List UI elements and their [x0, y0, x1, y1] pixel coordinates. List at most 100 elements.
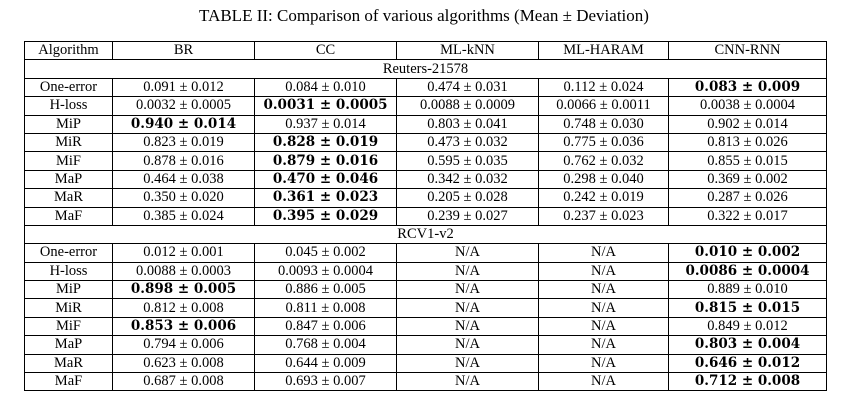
- table-cell: 0.828 ± 0.019: [254, 132, 397, 153]
- table-cell: 0.775 ± 0.036: [538, 132, 669, 153]
- metric-label: MaR: [24, 353, 113, 374]
- table-cell: N/A: [538, 243, 669, 263]
- table-cell: N/A: [396, 261, 539, 282]
- table-cell: N/A: [396, 353, 539, 374]
- table-cell: 0.803 ± 0.041: [396, 114, 539, 134]
- table-cell: 0.287 ± 0.026: [668, 188, 827, 208]
- table-cell: 0.937 ± 0.014: [254, 114, 397, 134]
- table-cell: 0.0031 ± 0.0005: [254, 96, 397, 116]
- table-cell: 0.811 ± 0.008: [254, 298, 397, 318]
- table-cell: N/A: [538, 353, 669, 374]
- table-cell: 0.470 ± 0.046: [254, 169, 397, 190]
- metric-label: MaP: [24, 169, 113, 190]
- metric-label: MaR: [24, 188, 113, 208]
- table-cell: 0.395 ± 0.029: [254, 206, 397, 226]
- table-cell: 0.815 ± 0.015: [668, 298, 827, 318]
- table-cell: N/A: [396, 298, 539, 318]
- table-cell: 0.879 ± 0.016: [254, 151, 397, 171]
- table-cell: 0.237 ± 0.023: [538, 206, 669, 226]
- table-cell: 0.853 ± 0.006: [112, 316, 255, 337]
- table-cell: 0.242 ± 0.019: [538, 188, 669, 208]
- table-cell: 0.623 ± 0.008: [112, 353, 255, 374]
- table-cell: 0.762 ± 0.032: [538, 151, 669, 171]
- metric-label: H-loss: [24, 261, 113, 282]
- section-header-row: Reuters-21578: [24, 59, 827, 79]
- table-cell: 0.369 ± 0.002: [668, 169, 827, 190]
- table-cell: 0.855 ± 0.015: [668, 151, 827, 171]
- table-cell: 0.823 ± 0.019: [112, 132, 255, 153]
- column-header-cnn-rnn: CNN-RNN: [668, 40, 827, 61]
- column-header-cc: CC: [254, 40, 397, 61]
- column-header-algorithm: Algorithm: [24, 40, 113, 61]
- table-cell: N/A: [396, 335, 539, 355]
- table-row: MiR 0.823 ± 0.019 0.828 ± 0.019 0.473 ± 0.0…: [24, 132, 827, 153]
- table-cell: 0.473 ± 0.032: [396, 132, 539, 153]
- table-row: One-error 0.091 ± 0.012 0.084 ± 0.010 0.474…: [24, 77, 827, 98]
- table-cell: 0.748 ± 0.030: [538, 114, 669, 134]
- table-row: MaR 0.350 ± 0.020 0.361 ± 0.023 0.205 ± 0.0…: [24, 188, 827, 208]
- table-cell: 0.768 ± 0.004: [254, 335, 397, 355]
- metric-label: MiP: [24, 114, 113, 134]
- table-cell: 0.794 ± 0.006: [112, 335, 255, 355]
- table-cell: N/A: [538, 316, 669, 337]
- table-row: MiP 0.898 ± 0.005 0.886 ± 0.005 N/A N/A 0.889…: [24, 280, 827, 300]
- table-cell: 0.902 ± 0.014: [668, 114, 827, 134]
- table-cell: 0.010 ± 0.002: [668, 243, 827, 263]
- table-row: MiR 0.812 ± 0.008 0.811 ± 0.008 N/A N/A 0.815…: [24, 298, 827, 318]
- table-cell: 0.889 ± 0.010: [668, 280, 827, 300]
- table-cell: 0.091 ± 0.012: [112, 77, 255, 98]
- table-cell: 0.084 ± 0.010: [254, 77, 397, 98]
- table-cell: 0.812 ± 0.008: [112, 298, 255, 318]
- column-header-ml-knn: ML-kNN: [396, 40, 539, 61]
- table-row: MaP 0.794 ± 0.006 0.768 ± 0.004 N/A N/A 0.803…: [24, 335, 827, 355]
- table-cell: 0.0086 ± 0.0004: [668, 261, 827, 282]
- table-cell: 0.898 ± 0.005: [112, 280, 255, 300]
- table-cell: 0.474 ± 0.031: [396, 77, 539, 98]
- section-header-row: RCV1-v2: [24, 224, 827, 245]
- table-cell: 0.385 ± 0.024: [112, 206, 255, 226]
- table-cell: 0.083 ± 0.009: [668, 77, 827, 98]
- metric-label: MiF: [24, 316, 113, 337]
- table-cell: 0.298 ± 0.040: [538, 169, 669, 190]
- table-cell: 0.012 ± 0.001: [112, 243, 255, 263]
- table-cell: 0.239 ± 0.027: [396, 206, 539, 226]
- table-cell: N/A: [396, 280, 539, 300]
- table-row: H-loss 0.0088 ± 0.0003 0.0093 ± 0.0004 N/A N…: [24, 261, 827, 282]
- metric-label: MiR: [24, 298, 113, 318]
- table-row: MiF 0.853 ± 0.006 0.847 ± 0.006 N/A N/A 0.849…: [24, 316, 827, 337]
- table-body: Reuters-21578 One-error 0.091 ± 0.012 0.084…: [24, 59, 827, 392]
- table-cell: 0.849 ± 0.012: [668, 316, 827, 337]
- table-cell: N/A: [538, 335, 669, 355]
- header-row: Algorithm BR CC ML-kNN ML-HARAM CNN-RNN: [24, 40, 827, 61]
- table-cell: 0.693 ± 0.007: [254, 372, 397, 392]
- table-cell: N/A: [538, 298, 669, 318]
- table-cell: 0.0032 ± 0.0005: [112, 96, 255, 116]
- table-cell: 0.886 ± 0.005: [254, 280, 397, 300]
- metric-label: MaF: [24, 372, 113, 392]
- metric-label: MaF: [24, 206, 113, 226]
- table-row: MaR 0.623 ± 0.008 0.644 ± 0.009 N/A N/A 0.646…: [24, 353, 827, 374]
- table-cell: N/A: [396, 316, 539, 337]
- table-cell: 0.0088 ± 0.0009: [396, 96, 539, 116]
- metric-label: MiR: [24, 132, 113, 153]
- table-cell: 0.687 ± 0.008: [112, 372, 255, 392]
- metric-label: MaP: [24, 335, 113, 355]
- table-cell: 0.112 ± 0.024: [538, 77, 669, 98]
- table-row: MiF 0.878 ± 0.016 0.879 ± 0.016 0.595 ± 0.0…: [24, 151, 827, 171]
- table-cell: N/A: [396, 372, 539, 392]
- metric-label: One-error: [24, 77, 113, 98]
- table-row: MaF 0.687 ± 0.008 0.693 ± 0.007 N/A N/A 0.712…: [24, 372, 827, 392]
- table-cell: 0.342 ± 0.032: [396, 169, 539, 190]
- table-cell: 0.847 ± 0.006: [254, 316, 397, 337]
- table-cell: 0.803 ± 0.004: [668, 335, 827, 355]
- table-cell: N/A: [538, 280, 669, 300]
- table-cell: 0.646 ± 0.012: [668, 353, 827, 374]
- table-cell: 0.322 ± 0.017: [668, 206, 827, 226]
- comparison-table: Algorithm BR CC ML-kNN ML-HARAM CNN-RNN …: [24, 40, 827, 392]
- table-caption: TABLE II: Comparison of various algorith…: [199, 6, 649, 25]
- table-cell: 0.813 ± 0.026: [668, 132, 827, 153]
- table-cell: N/A: [396, 243, 539, 263]
- table-row: H-loss 0.0032 ± 0.0005 0.0031 ± 0.0005 0.00…: [24, 96, 827, 116]
- table-cell: N/A: [538, 261, 669, 282]
- table-row: MaP 0.464 ± 0.038 0.470 ± 0.046 0.342 ± 0.0…: [24, 169, 827, 190]
